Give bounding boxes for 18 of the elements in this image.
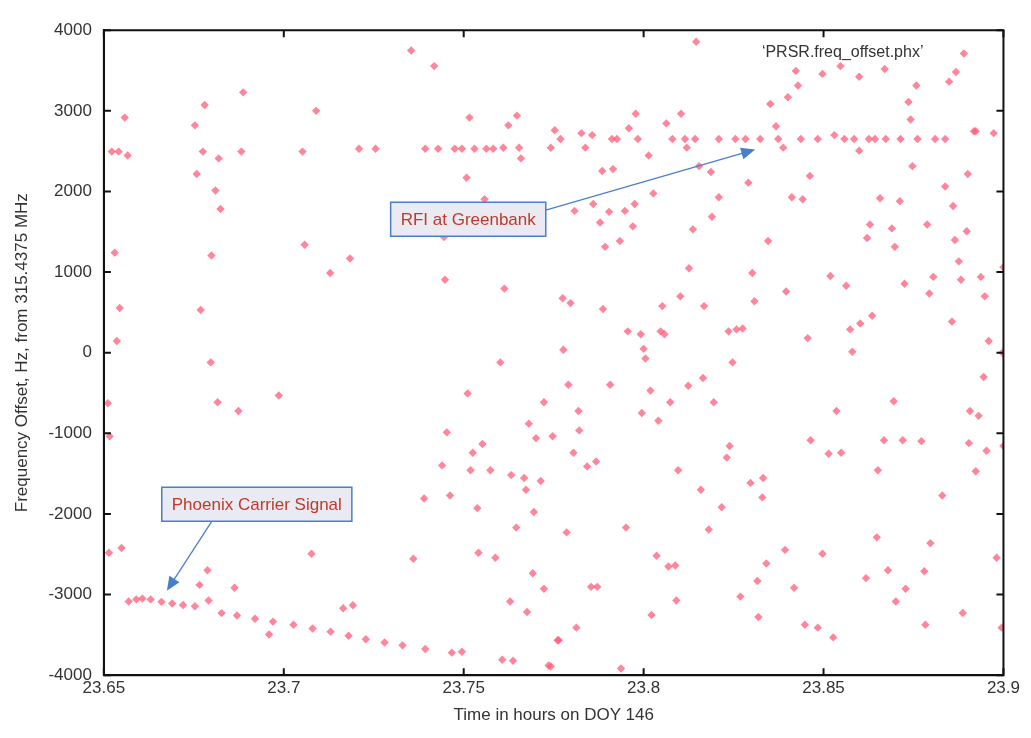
x-tick-label: 23.75 — [442, 678, 485, 698]
x-tick-label: 23.9 — [986, 678, 1020, 698]
x-tick-label: 23.8 — [627, 678, 661, 698]
y-tick-label: -1000 — [48, 423, 92, 443]
y-tick-label: 0 — [82, 342, 92, 362]
y-tick-label: 4000 — [54, 19, 92, 39]
y-tick-label: 1000 — [54, 261, 92, 281]
y-tick-label: -3000 — [48, 584, 92, 604]
annotation: RFI at Greenbank — [400, 209, 537, 229]
x-axis-title: Time in hours on DOY 146 — [453, 705, 654, 725]
annotation: ‘PRSR.freq_offset.phx’ — [761, 42, 924, 61]
y-axis-title: Frequency Offset, Hz, from 315.4375 MHz — [11, 193, 31, 513]
y-tick-label: -2000 — [48, 503, 92, 523]
x-tick-label: 23.7 — [267, 678, 301, 698]
y-tick-label: 3000 — [54, 100, 92, 120]
y-tick-label: 2000 — [54, 181, 92, 201]
x-tick-label: 23.85 — [802, 678, 845, 698]
annotation: Phoenix Carrier Signal — [171, 494, 342, 514]
